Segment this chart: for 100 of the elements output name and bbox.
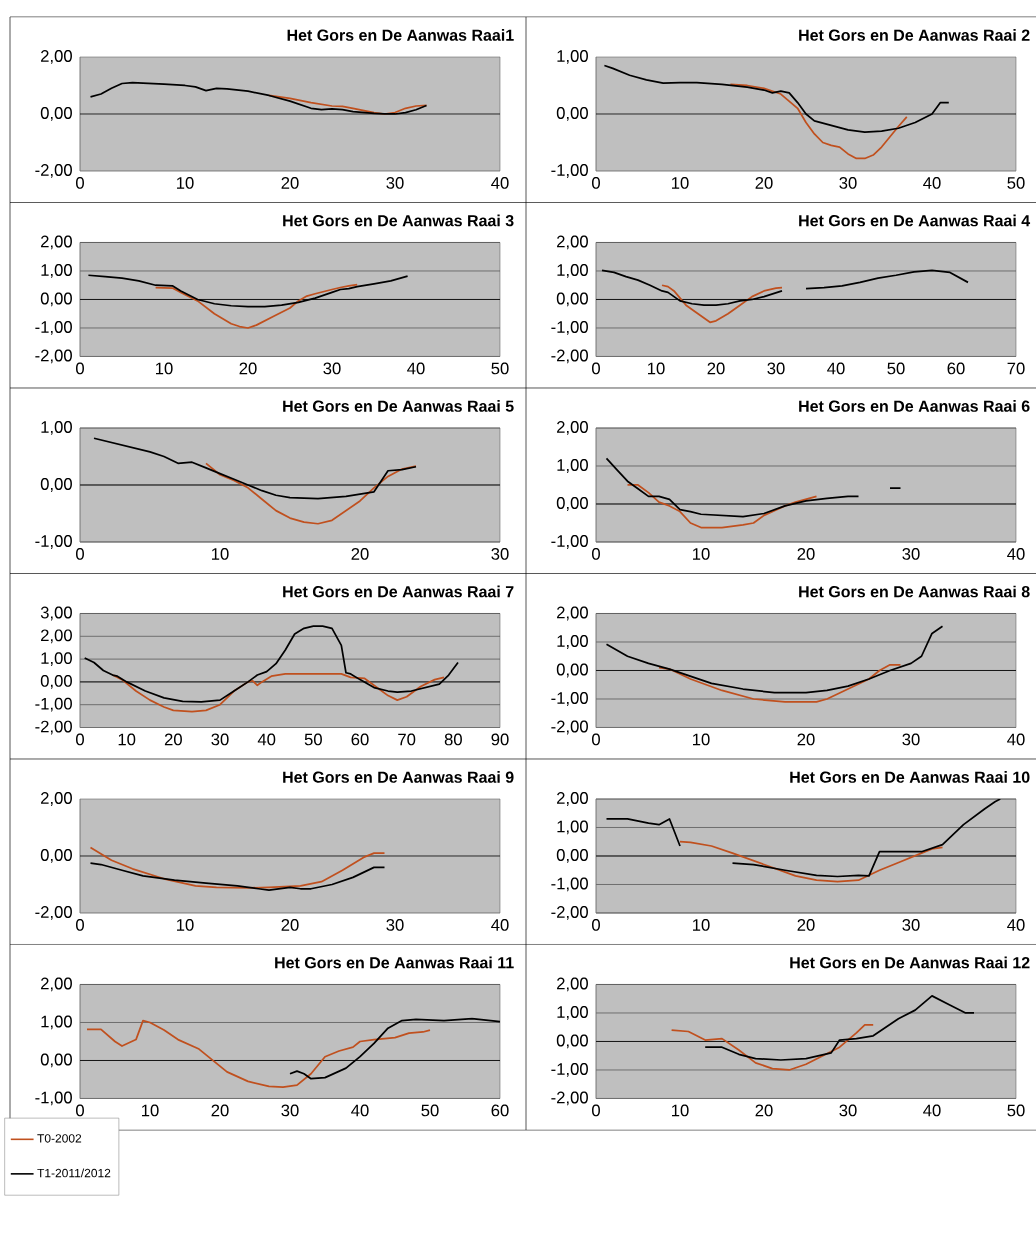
y-tick-label: 3,00 <box>40 606 72 621</box>
x-tick-label: 10 <box>671 177 689 189</box>
x-tick-label: 30 <box>386 177 404 189</box>
y-tick-label: 1,00 <box>557 264 588 278</box>
x-tick-label: 20 <box>351 548 369 560</box>
y-tick-label: 2,00 <box>40 792 72 806</box>
x-tick-label: 30 <box>323 362 341 375</box>
x-tick-label: 40 <box>406 362 425 375</box>
x-tick-label: 30 <box>902 733 920 746</box>
x-tick-label: 20 <box>755 1104 773 1117</box>
x-tick-label: 30 <box>902 548 920 560</box>
y-tick-label: 1,00 <box>557 50 588 64</box>
x-tick-label: 20 <box>797 919 815 931</box>
y-tick-label: -1,00 <box>551 535 588 549</box>
x-tick-label: 40 <box>490 919 509 931</box>
x-tick-label: 70 <box>1007 362 1025 375</box>
line-series <box>154 283 358 329</box>
x-tick-label: 20 <box>239 362 257 375</box>
x-tick-label: 20 <box>797 733 815 746</box>
x-tick-label: 10 <box>211 548 229 560</box>
y-tick-label: -2,00 <box>551 349 588 364</box>
line-series <box>670 1024 874 1071</box>
y-tick-label: -1,00 <box>551 877 588 892</box>
x-tick-label: 0 <box>75 1104 84 1117</box>
y-tick-label: 0,00 <box>40 107 72 121</box>
y-tick-label: 2,00 <box>556 235 588 250</box>
y-tick-label: 0,00 <box>556 663 588 678</box>
x-tick-label: 50 <box>1007 1104 1025 1117</box>
x-tick-label: 0 <box>591 733 600 746</box>
y-tick-label: -2,00 <box>35 906 72 920</box>
x-tick-label: 70 <box>398 733 416 746</box>
x-tick-label: 30 <box>902 919 920 931</box>
y-tick-label: 0,00 <box>556 849 588 863</box>
line-series <box>678 840 944 883</box>
x-tick-label: 20 <box>707 362 725 375</box>
x-tick-label: 0 <box>75 362 84 375</box>
y-tick-label: 1,00 <box>557 820 588 835</box>
y-tick-label: -2,00 <box>551 720 588 735</box>
x-tick-label: 0 <box>75 548 84 560</box>
x-tick-label: 30 <box>211 733 229 746</box>
y-tick-label: 0,00 <box>556 292 588 307</box>
x-tick-label: 80 <box>444 733 462 746</box>
x-tick-label: 10 <box>692 919 710 931</box>
y-tick-label: -2,00 <box>551 906 588 920</box>
y-tick-label: -1,00 <box>35 697 72 712</box>
y-tick-label: -1,00 <box>35 321 72 335</box>
x-tick-label: 0 <box>591 1104 600 1117</box>
x-tick-label: 40 <box>257 733 276 746</box>
x-tick-label: 10 <box>155 362 173 375</box>
x-tick-label: 0 <box>75 733 84 746</box>
y-tick-label: -2,00 <box>35 720 72 735</box>
x-tick-label: 20 <box>281 919 299 931</box>
chart-title: Het Gors en De Aanwas Raai 2 <box>799 29 1030 41</box>
y-tick-label: 1,00 <box>41 421 72 435</box>
x-tick-label: 0 <box>591 177 600 189</box>
chart-title: Het Gors en De Aanwas Raai 8 <box>799 585 1030 598</box>
x-tick-label: 90 <box>491 733 509 746</box>
y-tick-label: 0,00 <box>40 1053 72 1068</box>
y-tick-label: -2,00 <box>35 164 72 178</box>
y-tick-label: -2,00 <box>35 349 72 364</box>
y-tick-label: 1,00 <box>557 459 588 473</box>
x-tick-label: 60 <box>491 1104 509 1117</box>
x-tick-label: 20 <box>211 1104 229 1117</box>
x-tick-label: 10 <box>647 362 665 375</box>
chart-title: Het Gors en De Aanwas Raai 12 <box>790 956 1030 969</box>
x-tick-label: 10 <box>692 733 710 746</box>
chart-title: Het Gors en De Aanwas Raai 9 <box>283 771 514 783</box>
y-tick-label: 0,00 <box>40 292 72 307</box>
y-tick-label: -1,00 <box>551 1063 588 1077</box>
y-tick-label: 1,00 <box>41 1015 72 1030</box>
y-tick-label: 1,00 <box>557 635 588 649</box>
x-tick-label: 40 <box>350 1104 369 1117</box>
x-tick-label: 40 <box>922 1104 941 1117</box>
chart-title: Het Gors en De Aanwas Raai 3 <box>283 214 514 227</box>
chart-title: Het Gors en De Aanwas Raai 10 <box>790 771 1030 783</box>
x-tick-label: 0 <box>591 362 600 375</box>
x-tick-label: 30 <box>839 177 857 189</box>
x-tick-label: 20 <box>797 548 815 560</box>
y-tick-label: 2,00 <box>556 421 588 435</box>
line-series <box>89 846 386 889</box>
x-tick-label: 40 <box>826 362 845 375</box>
x-tick-label: 50 <box>887 362 905 375</box>
x-tick-label: 0 <box>75 919 84 931</box>
x-tick-label: 20 <box>755 177 773 189</box>
y-tick-label: 1,00 <box>41 652 72 666</box>
x-tick-label: 0 <box>591 919 600 931</box>
y-tick-label: 2,00 <box>40 977 72 992</box>
y-tick-label: 1,00 <box>41 264 72 278</box>
y-tick-label: 0,00 <box>556 107 588 121</box>
y-tick-label: -2,00 <box>551 1091 588 1106</box>
x-tick-label: 60 <box>351 733 369 746</box>
legend-label: T0-2002 <box>37 1134 81 1143</box>
x-tick-label: 40 <box>1006 919 1025 931</box>
chart-title: Het Gors en De Aanwas Raai 11 <box>274 956 514 969</box>
chart-title: Het Gors en De Aanwas Raai 5 <box>283 400 514 412</box>
x-tick-label: 50 <box>491 362 509 375</box>
x-tick-label: 10 <box>176 919 194 931</box>
x-tick-label: 10 <box>692 548 710 560</box>
x-tick-label: 40 <box>1006 548 1025 560</box>
x-tick-label: 10 <box>671 1104 689 1117</box>
